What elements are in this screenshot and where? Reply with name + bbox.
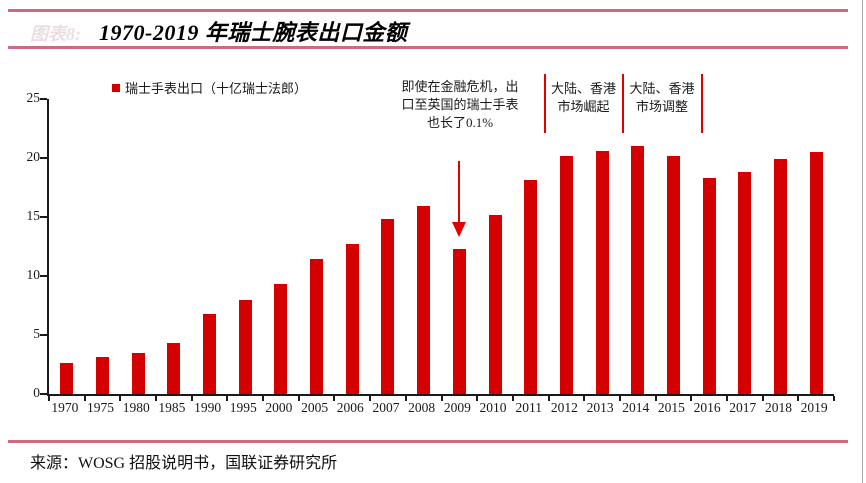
y-axis-tick-label: 0 bbox=[33, 385, 40, 400]
bar-2017 bbox=[738, 172, 752, 394]
x-axis-label-2015: 2015 bbox=[657, 400, 685, 415]
period-divider-right bbox=[701, 74, 703, 133]
x-axis-label-2017: 2017 bbox=[729, 400, 757, 415]
bar-2015 bbox=[666, 155, 680, 394]
x-axis-tick bbox=[654, 396, 657, 401]
x-axis-tick bbox=[690, 396, 693, 401]
bar-2011 bbox=[524, 180, 538, 394]
bar-2008 bbox=[417, 206, 431, 394]
y-axis-tick-label: 20 bbox=[26, 149, 41, 164]
x-axis-tick bbox=[369, 396, 372, 401]
bar-chart-plot-area bbox=[40, 98, 835, 401]
bar-1970 bbox=[60, 363, 74, 394]
bar-2012 bbox=[559, 155, 573, 394]
x-axis-tick bbox=[226, 396, 229, 401]
y-axis-tick bbox=[40, 334, 47, 336]
chart-title: 1970-2019 年瑞士腕表出口金额 bbox=[99, 20, 408, 45]
x-axis-label-2000: 2000 bbox=[265, 400, 293, 415]
x-axis-label-2019: 2019 bbox=[800, 400, 828, 415]
bar-2018 bbox=[773, 159, 787, 394]
x-axis-tick bbox=[797, 396, 800, 401]
title-underline-rule bbox=[8, 46, 848, 49]
x-axis-label-1975: 1975 bbox=[87, 400, 115, 415]
y-axis-tick-label: 15 bbox=[26, 208, 41, 223]
period-divider-left bbox=[544, 74, 546, 133]
bar-1985 bbox=[167, 343, 181, 394]
x-axis-tick bbox=[547, 396, 550, 401]
x-axis-label-2005: 2005 bbox=[301, 400, 329, 415]
x-axis-label-1995: 1995 bbox=[229, 400, 257, 415]
legend: 瑞士手表出口（十亿瑞士法郎） bbox=[112, 78, 307, 97]
x-axis-label-2012: 2012 bbox=[550, 400, 578, 415]
x-axis-label-2007: 2007 bbox=[372, 400, 400, 415]
x-axis-tick bbox=[48, 396, 50, 401]
bar-2000 bbox=[274, 284, 288, 394]
figure-number-label: 图表8: bbox=[30, 24, 81, 44]
y-axis-tick bbox=[40, 216, 47, 218]
x-axis-tick bbox=[440, 396, 443, 401]
bar-2009 bbox=[452, 248, 466, 394]
y-axis-tick-label: 10 bbox=[26, 267, 41, 282]
bar-1990 bbox=[203, 313, 217, 394]
x-axis-tick bbox=[404, 396, 407, 401]
source-note: 来源：WOSG 招股说明书，国联证券研究所 bbox=[30, 455, 338, 472]
down-arrow-icon bbox=[458, 161, 460, 223]
bar-1975 bbox=[96, 357, 110, 394]
x-axis-tick bbox=[583, 396, 586, 401]
bar-2007 bbox=[381, 219, 395, 394]
x-axis-tick bbox=[761, 396, 764, 401]
y-axis-tick bbox=[40, 275, 47, 277]
x-axis-tick bbox=[333, 396, 336, 401]
y-axis-tick bbox=[40, 98, 47, 100]
bar-2005 bbox=[310, 259, 324, 394]
y-axis-tick-label: 25 bbox=[26, 90, 41, 105]
bar-2013 bbox=[595, 150, 609, 394]
top-rule bbox=[8, 9, 848, 12]
down-arrow-head-icon bbox=[452, 222, 466, 237]
x-axis-tick bbox=[119, 396, 122, 401]
period-divider-middle bbox=[622, 74, 624, 133]
x-axis-tick bbox=[83, 396, 86, 401]
bar-1980 bbox=[131, 352, 145, 394]
x-axis-tick bbox=[190, 396, 193, 401]
x-axis-tick bbox=[511, 396, 514, 401]
bar-2014 bbox=[631, 146, 645, 394]
bar-2016 bbox=[702, 178, 716, 394]
x-axis-label-2008: 2008 bbox=[408, 400, 436, 415]
annotation-market-adjust: 大陆、香港 市场调整 bbox=[629, 81, 695, 114]
page-edge-line bbox=[862, 0, 863, 483]
x-axis-label-1990: 1990 bbox=[194, 400, 222, 415]
x-axis-label-2016: 2016 bbox=[693, 400, 721, 415]
y-axis-tick-label: 5 bbox=[33, 326, 40, 341]
y-axis-tick bbox=[40, 393, 47, 395]
x-axis-tick bbox=[155, 396, 158, 401]
x-axis-tick bbox=[725, 396, 728, 401]
x-axis-label-1970: 1970 bbox=[51, 400, 79, 415]
bar-2006 bbox=[345, 244, 359, 394]
x-axis-tick bbox=[618, 396, 621, 401]
bottom-rule bbox=[8, 440, 848, 443]
bar-2019 bbox=[809, 152, 823, 394]
x-axis-label-2010: 2010 bbox=[479, 400, 507, 415]
y-axis-tick bbox=[40, 157, 47, 159]
annotation-financial-crisis: 即使在金融危机，出 口至英国的瑞士手表 也长了0.1% bbox=[401, 79, 519, 130]
x-axis-label-2011: 2011 bbox=[515, 400, 542, 415]
x-axis-label-1985: 1985 bbox=[158, 400, 186, 415]
x-axis-tick bbox=[262, 396, 265, 401]
x-axis-label-2014: 2014 bbox=[622, 400, 650, 415]
x-axis-label-2018: 2018 bbox=[764, 400, 792, 415]
legend-swatch-icon bbox=[112, 83, 120, 92]
x-axis-label-2006: 2006 bbox=[336, 400, 364, 415]
x-axis-tick bbox=[297, 396, 300, 401]
x-axis-label-1980: 1980 bbox=[122, 400, 150, 415]
x-axis-tick bbox=[833, 396, 835, 401]
x-axis-label-2009: 2009 bbox=[443, 400, 471, 415]
annotation-market-rise: 大陆、香港 市场崛起 bbox=[550, 81, 616, 114]
x-axis-label-2013: 2013 bbox=[586, 400, 614, 415]
bar-1995 bbox=[238, 299, 252, 394]
legend-label: 瑞士手表出口（十亿瑞士法郎） bbox=[125, 81, 308, 96]
x-axis-tick bbox=[476, 396, 479, 401]
bar-2010 bbox=[488, 214, 502, 394]
